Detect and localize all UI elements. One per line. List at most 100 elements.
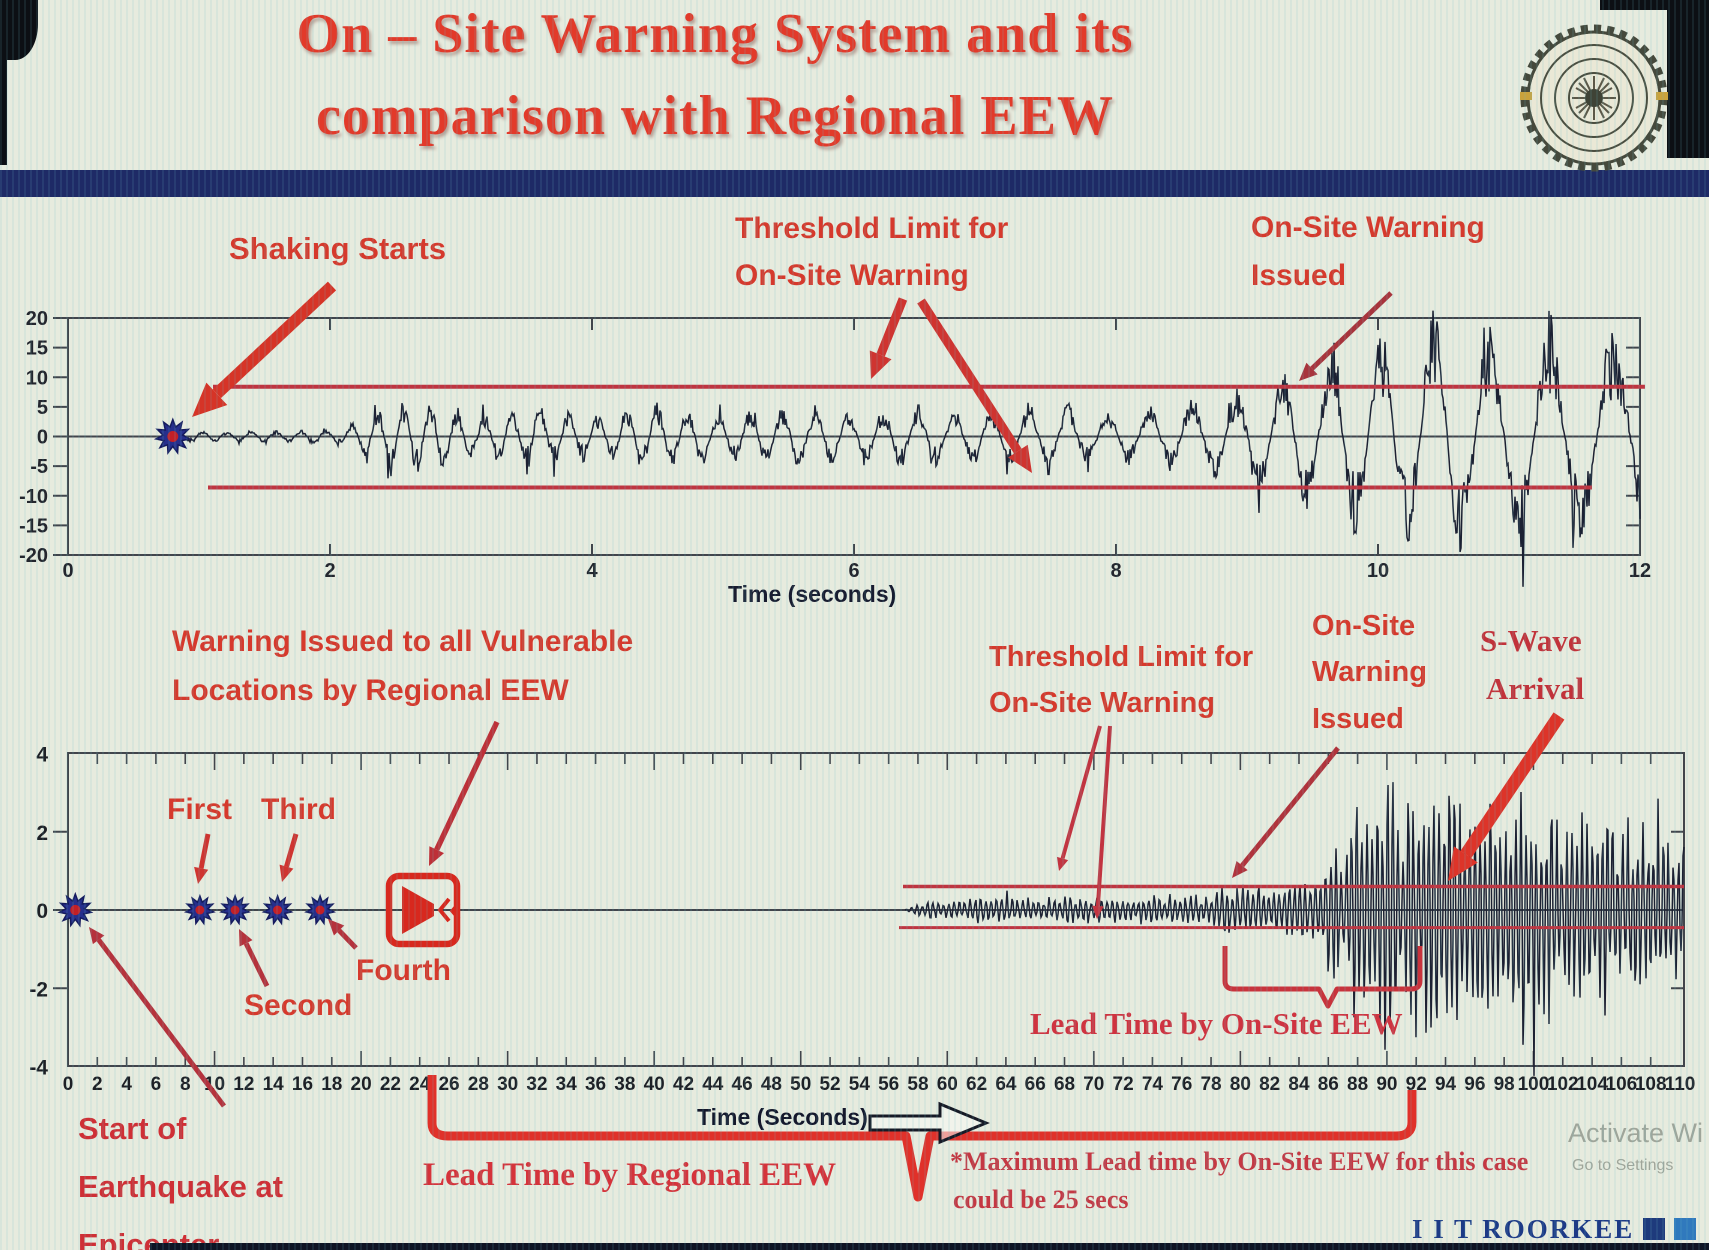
slide-title-line2: comparison with Regional EEW: [315, 85, 1115, 147]
bottom-y-tick-label: 4: [36, 744, 48, 767]
bottom-x-tick-label: 4: [121, 1074, 132, 1095]
photo-edge-bottom: [150, 1243, 1709, 1250]
top-warning-issued-label-line1: On-Site Warning: [1251, 211, 1485, 244]
top-y-tick-label: 10: [26, 367, 48, 389]
activation-watermark-line2: Go to Settings: [1572, 1157, 1674, 1174]
bottom-x-tick-label: 58: [907, 1074, 928, 1095]
s-wave-arrival-label-line2: Arrival: [1486, 671, 1585, 706]
bottom-x-tick-label: 40: [644, 1074, 665, 1095]
bottom-onsite-issued-label-line1: On-Site: [1312, 610, 1416, 642]
bottom-x-tick-label: 46: [732, 1074, 753, 1095]
top-threshold-arrow-lower-head: [1008, 444, 1032, 473]
bottom-x-tick-label: 76: [1171, 1074, 1192, 1095]
bottom-x-tick-label: 98: [1494, 1074, 1515, 1095]
bottom-waveform: [904, 782, 1685, 1076]
top-xaxis-label: Time (seconds): [728, 581, 897, 607]
shaking-starts-arrow: [212, 281, 337, 399]
bottom-x-tick-label: 74: [1142, 1074, 1164, 1095]
p-wave-third-label: Third: [261, 793, 336, 826]
activation-watermark-line1: Activate Wi: [1568, 1118, 1704, 1148]
bottom-x-tick-label: 22: [380, 1074, 401, 1095]
bottom-x-tick-label: 48: [761, 1074, 782, 1095]
max-lead-time-note-line1: *Maximum Lead time by On-Site EEW for th…: [950, 1147, 1529, 1176]
top-x-tick-label: 0: [62, 560, 73, 582]
title-divider-bar: [0, 170, 1709, 197]
megaphone-icon: [385, 872, 461, 948]
top-warning-issued-label-line2: Issued: [1251, 259, 1347, 292]
top-y-tick-label: -10: [19, 486, 48, 508]
bottom-xaxis-label: Time (Seconds): [697, 1104, 868, 1130]
bottom-y-tick-label: -2: [29, 978, 48, 1001]
slide-title-line1: On – Site Warning System and its: [296, 3, 1134, 65]
s-wave-arrival-arrow: [1460, 712, 1565, 859]
bottom-x-tick-label: 64: [995, 1074, 1017, 1095]
bottom-x-tick-label: 90: [1376, 1074, 1397, 1095]
bottom-threshold-arrow-upper: [1060, 725, 1102, 860]
bottom-x-tick-label: 102: [1547, 1074, 1579, 1095]
bottom-x-tick-label: 60: [937, 1074, 958, 1095]
bottom-y-tick-label: 0: [36, 900, 48, 923]
lead-time-regional-bracket: [427, 1075, 1417, 1202]
epicenter-label-line2: Earthquake at: [78, 1169, 284, 1204]
megaphone-wave: [449, 901, 461, 921]
shaking-start-marker-icon-center: [167, 431, 179, 442]
bottom-x-tick-label: 50: [790, 1074, 811, 1095]
bottom-x-tick-label: 26: [438, 1074, 459, 1095]
bottom-x-tick-label: 52: [819, 1074, 840, 1095]
epicenter-arrow: [96, 938, 226, 1108]
bottom-x-tick-label: 12: [233, 1074, 254, 1095]
bottom-onsite-issued-label-line2: Warning: [1312, 656, 1427, 688]
top-y-tick-label: -20: [19, 545, 48, 567]
bottom-threshold-arrow-upper-head: [1056, 856, 1069, 871]
bottom-x-tick-label: 88: [1347, 1074, 1368, 1095]
regional-warning-label-line2: Locations by Regional EEW: [172, 674, 569, 707]
bottom-x-tick-label: 66: [1025, 1074, 1046, 1095]
bottom-warning-issued-arrow: [1240, 746, 1340, 868]
lead-time-onsite-bracket: [1222, 946, 1423, 1009]
bottom-x-tick-label: 110: [1665, 1074, 1696, 1095]
iit-roorkee-wordmark: I I T ROORKEE: [1412, 1214, 1709, 1250]
bottom-x-tick-label: 20: [351, 1074, 372, 1095]
iit-roorkee-wordmark-text: I I T ROORKEE: [1412, 1214, 1635, 1244]
lead-time-onsite-label: Lead Time by On-Site EEW: [1030, 1006, 1403, 1041]
top-threshold-arrow-upper: [876, 297, 908, 357]
lead-time-regional-label: Lead Time by Regional EEW: [423, 1157, 837, 1193]
footer-square-blue: [1674, 1218, 1697, 1240]
regional-warning-arrow-head: [429, 846, 445, 866]
top-warning-issued-arrow-head: [1299, 362, 1318, 381]
bottom-x-tick-label: 96: [1464, 1074, 1485, 1095]
third-arrow-head: [279, 864, 294, 882]
bottom-x-tick-label: 16: [292, 1074, 313, 1095]
bottom-x-tick-label: 28: [468, 1074, 489, 1095]
bottom-x-tick-label: 24: [409, 1074, 431, 1095]
top-y-tick-label: 0: [37, 427, 48, 449]
shaking-starts-label: Shaking Starts: [229, 231, 447, 266]
top-threshold-arrow-upper-head: [869, 350, 892, 379]
bottom-x-tick-label: 30: [497, 1074, 518, 1095]
bottom-x-tick-label: 54: [849, 1074, 871, 1095]
bottom-x-tick-label: 38: [614, 1074, 635, 1095]
top-x-tick-label: 6: [848, 560, 859, 582]
bottom-x-tick-label: 56: [878, 1074, 899, 1095]
top-x-tick-label: 12: [1629, 560, 1651, 582]
top-x-tick-label: 8: [1110, 560, 1121, 582]
photo-edge-right: [1667, 0, 1709, 158]
bottom-x-tick-label: 84: [1288, 1074, 1310, 1095]
top-threshold-label-line2: On-Site Warning: [735, 259, 969, 292]
bottom-y-tick-label: 2: [36, 822, 48, 845]
bottom-x-tick-label: 34: [556, 1074, 578, 1095]
p-wave-marker-icon-center: [230, 905, 240, 915]
bottom-x-tick-label: 42: [673, 1074, 694, 1095]
top-y-tick-label: 20: [26, 308, 48, 330]
p-wave-marker-icon-center: [315, 905, 325, 915]
bottom-x-tick-label: 70: [1083, 1074, 1104, 1095]
shaking-starts-arrow-head: [192, 382, 228, 417]
bottom-x-tick-label: 68: [1054, 1074, 1075, 1095]
top-x-tick-label: 2: [324, 560, 335, 582]
top-x-tick-label: 10: [1367, 560, 1389, 582]
fourth-arrow: [337, 928, 358, 950]
bottom-y-tick-label: -4: [29, 1057, 48, 1080]
bottom-x-tick-label: 32: [526, 1074, 547, 1095]
p-wave-first-label: First: [167, 793, 233, 826]
